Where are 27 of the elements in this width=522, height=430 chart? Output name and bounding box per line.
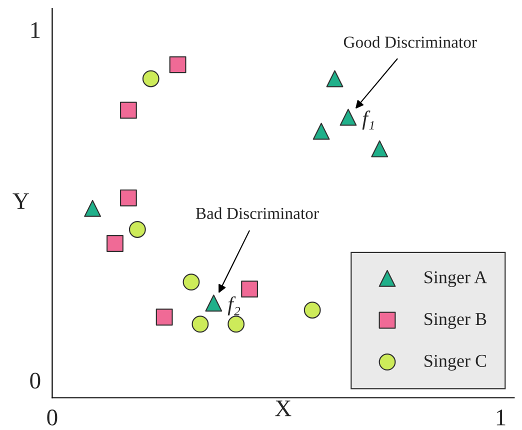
legend-label: Singer A: [424, 271, 487, 288]
point: [228, 316, 245, 333]
annotation: f₂: [228, 296, 240, 316]
point: [128, 220, 146, 238]
annotation: Bad Discriminator: [196, 207, 319, 220]
x-axis-title: X: [275, 400, 292, 416]
point: [84, 200, 102, 217]
point: [169, 56, 186, 74]
annotation: f₁: [362, 110, 374, 130]
point: [304, 302, 321, 319]
point: [340, 108, 357, 126]
point: [142, 70, 160, 88]
legend-label: Singer C: [424, 354, 486, 371]
legend-label: Singer B: [424, 313, 486, 329]
point: [106, 235, 124, 252]
point: [312, 122, 330, 140]
point: [326, 70, 344, 88]
point: [371, 140, 388, 158]
point: [120, 189, 137, 206]
point: [120, 102, 137, 119]
point: [205, 294, 222, 312]
point: [192, 316, 209, 333]
point: [241, 280, 258, 298]
point: [156, 308, 173, 326]
point: [182, 274, 200, 291]
y-axis-title: Y: [12, 193, 29, 209]
annotation: Good Discriminator: [344, 36, 477, 48]
